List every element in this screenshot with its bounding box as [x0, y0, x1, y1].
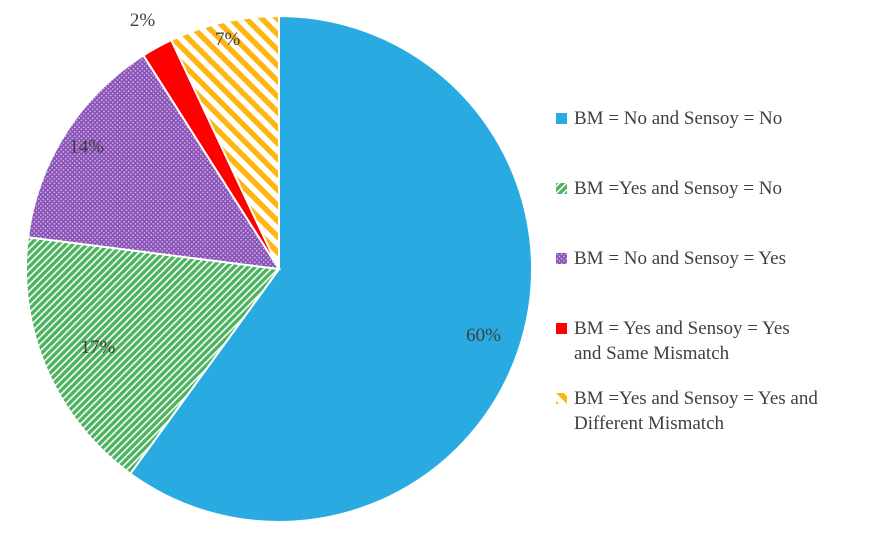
legend-item-bm-yes-sensoy-no: BM =Yes and Sensoy = No	[556, 176, 891, 201]
legend-swatch-icon-bm-no-sensoy-yes	[556, 253, 567, 264]
legend-label-bm-yes-sensoy-no: BM =Yes and Sensoy = No	[574, 178, 782, 199]
legend-swatch-icon-bm-yes-sensoy-yes-different-mismatch	[556, 393, 567, 404]
pie-pct-label-bm-yes-sensoy-no: 17%	[80, 337, 115, 358]
chart-legend: BM = No and Sensoy = No BM =Yes and Senso…	[556, 106, 891, 456]
pie-pct-label-bm-no-sensoy-no: 60%	[466, 325, 501, 346]
legend-label-bm-no-sensoy-yes: BM = No and Sensoy = Yes	[574, 248, 786, 269]
pie-slice-bm-yes-sensoy-yes-different-mismatch	[169, 14, 280, 270]
pie-slice-bm-yes-sensoy-no	[25, 236, 281, 476]
legend-label-bm-yes-sensoy-yes-different-mismatch: BM =Yes and Sensoy = Yes and Different Mi…	[574, 388, 818, 434]
pie-pct-label-bm-no-sensoy-yes: 14%	[69, 137, 104, 158]
legend-item-bm-yes-sensoy-yes-same-mismatch: BM = Yes and Sensoy = Yes and Same Mismat…	[556, 316, 891, 366]
legend-swatch-icon-bm-yes-sensoy-no	[556, 183, 567, 194]
pie-pct-label-bm-yes-sensoy-yes-different-mismatch: 7%	[215, 29, 241, 50]
legend-label-bm-no-sensoy-no: BM = No and Sensoy = No	[574, 108, 783, 129]
legend-label-bm-yes-sensoy-yes-same-mismatch: BM = Yes and Sensoy = Yes and Same Mismat…	[574, 318, 790, 364]
legend-swatch-icon-bm-no-sensoy-no	[556, 113, 567, 124]
pie-slice-bm-no-sensoy-no	[128, 14, 534, 523]
pie-svg: 60% 17% 14% 2% 7%	[25, 10, 534, 523]
legend-item-bm-yes-sensoy-yes-different-mismatch: BM =Yes and Sensoy = Yes and Different Mi…	[556, 386, 891, 436]
pie-pct-label-bm-yes-sensoy-yes-same-mismatch: 2%	[130, 10, 156, 31]
legend-item-bm-no-sensoy-no: BM = No and Sensoy = No	[556, 106, 891, 131]
mismatch-pie-chart: 60% 17% 14% 2% 7%	[6, 0, 554, 537]
legend-item-bm-no-sensoy-yes: BM = No and Sensoy = Yes	[556, 246, 891, 271]
legend-swatch-icon-bm-yes-sensoy-yes-same-mismatch	[556, 323, 567, 334]
pie-slice-bm-no-sensoy-yes	[26, 54, 281, 271]
